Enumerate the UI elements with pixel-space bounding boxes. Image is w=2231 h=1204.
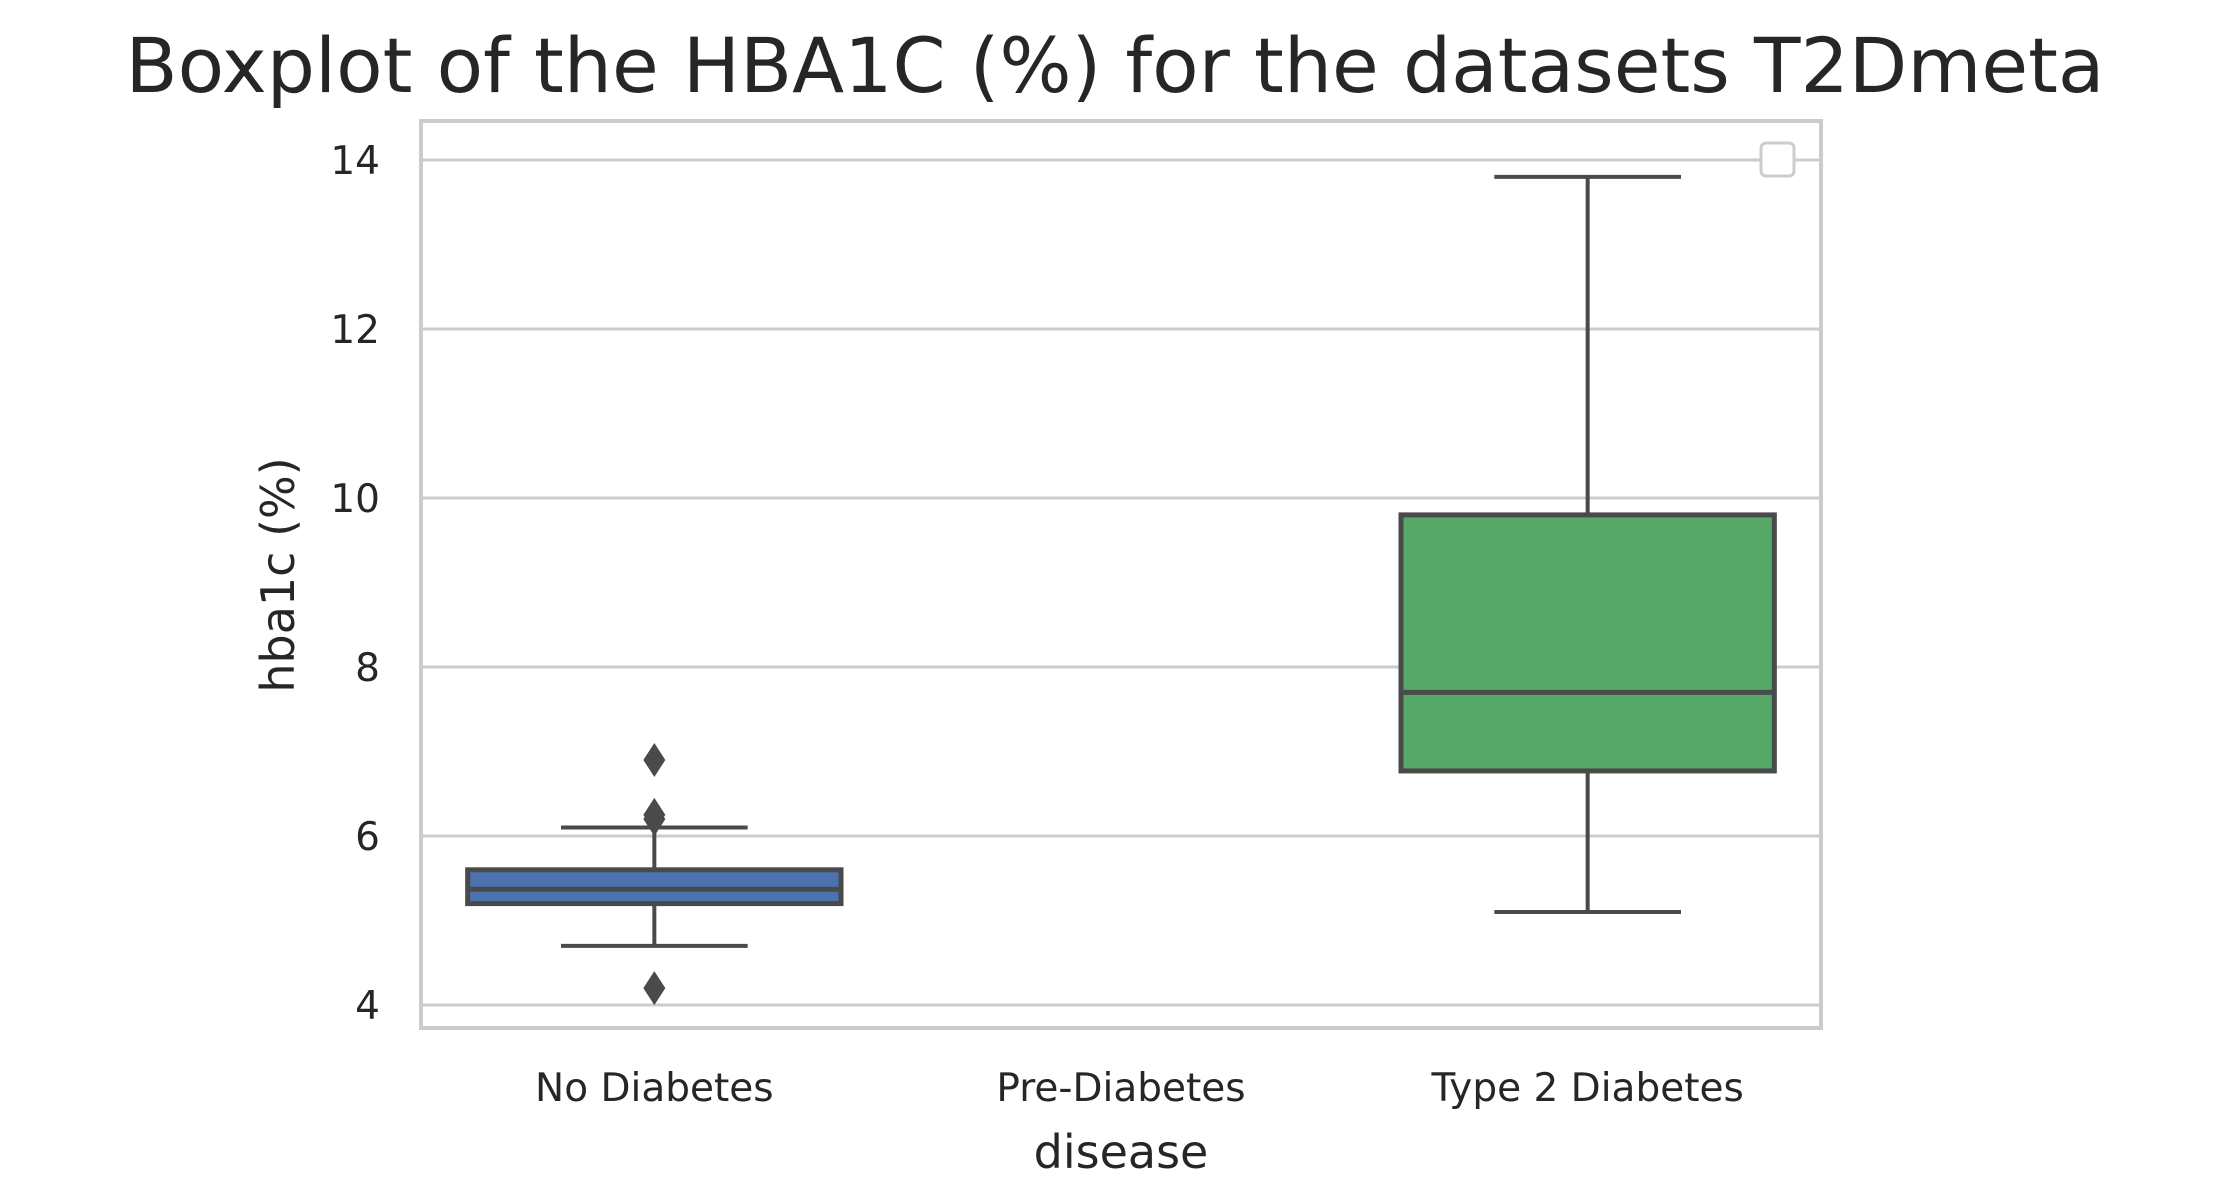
box-type-2-diabetes — [1398, 174, 1777, 915]
y-tick-label: 14 — [330, 139, 380, 184]
plot-area-frame — [419, 119, 1823, 1030]
box-series — [465, 174, 1777, 1006]
x-axis-label: disease — [1034, 1125, 1209, 1179]
outlier-point — [643, 971, 666, 1006]
box-no-diabetes — [465, 742, 844, 1006]
x-tick-label: No Diabetes — [535, 1066, 774, 1111]
x-tick-label: Pre-Diabetes — [996, 1066, 1245, 1111]
box-iqr — [1398, 512, 1777, 774]
y-tick-label: 6 — [355, 815, 380, 860]
x-tick-label: Type 2 Diabetes — [1431, 1066, 1744, 1111]
outlier-point — [643, 742, 666, 777]
box-iqr — [465, 867, 844, 907]
y-tick-label: 8 — [355, 646, 380, 691]
y-axis-ticks: 4 6 8 10 12 14 — [330, 139, 380, 1029]
outlier-point — [643, 797, 666, 832]
legend-box — [1759, 141, 1796, 178]
chart-title: Boxplot of the HBA1C (%) for the dataset… — [125, 21, 2104, 110]
x-axis-ticks: No Diabetes Pre-Diabetes Type 2 Diabetes — [535, 1066, 1744, 1111]
y-tick-label: 10 — [330, 477, 380, 522]
y-tick-label: 12 — [330, 308, 380, 353]
y-tick-label: 4 — [355, 984, 380, 1029]
y-axis-label: hba1c (%) — [251, 457, 305, 692]
